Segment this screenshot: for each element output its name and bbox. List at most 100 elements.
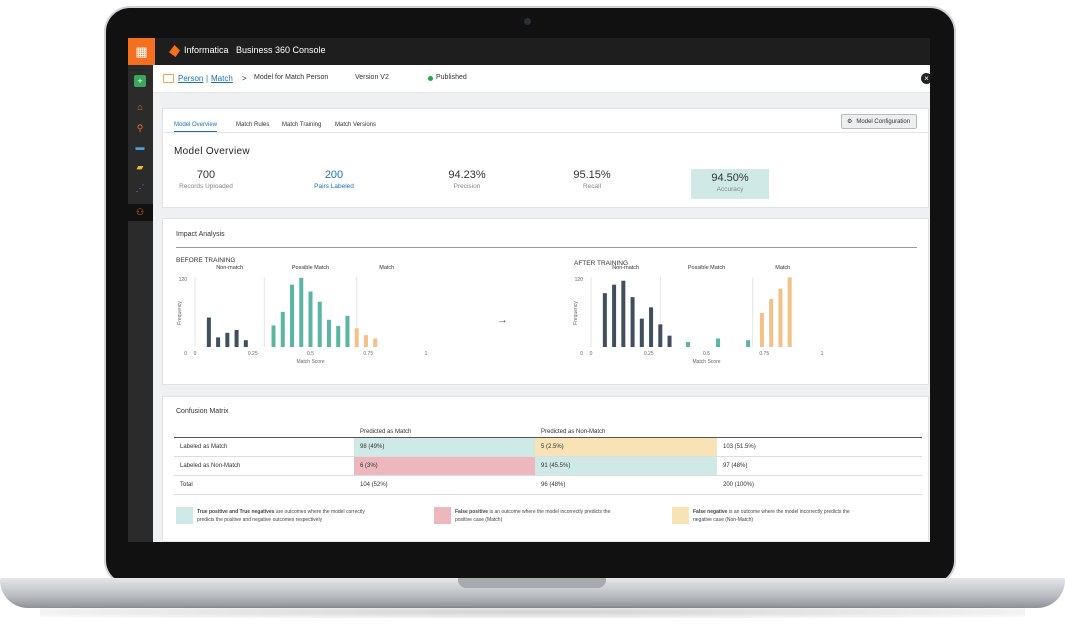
top-bar: ▦ Informatica Business 360 Console [128, 38, 930, 65]
metric-value: 94.23% [448, 169, 486, 181]
confusion-matrix-table: Predicted as Match Predicted as Non-Matc… [174, 427, 922, 495]
section-divider [176, 247, 917, 248]
plus-icon[interactable]: + [134, 75, 146, 87]
metric-label: Pairs Labeled [314, 183, 354, 190]
legend-false-positive: False positive is an outcome where the m… [455, 508, 625, 524]
legend-desc: is an outcome where the model incorrectl… [693, 509, 850, 523]
after-training-label: AFTER TRAINING [574, 260, 629, 267]
tab-match-training[interactable]: Match Training [282, 122, 322, 128]
search-icon[interactable]: ⚲ [136, 122, 144, 133]
model-overview-card: Model Overview Match Rules Match Trainin… [162, 108, 930, 208]
bar [778, 288, 783, 347]
x-axis-label: Match Score [296, 359, 324, 365]
breadcrumb: Person | Match > Model for Match Person … [153, 65, 930, 93]
bar [299, 277, 304, 347]
breadcrumb-person-link[interactable]: Person [178, 74, 204, 83]
y-tick-label: 0 [580, 351, 583, 357]
home-icon[interactable]: ⌂ [137, 102, 143, 112]
true-positive-cell: 98 (49%) [354, 437, 535, 457]
tab-match-versions[interactable]: Match Versions [335, 122, 377, 128]
bar [206, 317, 211, 347]
product-name: Business 360 Console [236, 45, 326, 55]
bar [290, 284, 295, 347]
table-row: Labeled as Match 98 (49%) 5 (2.5%) 103 (… [174, 437, 922, 457]
x-tick-label: 0.25 [644, 351, 654, 357]
metric-label: Accuracy [716, 186, 744, 193]
table-row: Total 104 (52%) 96 (48%) 200 (100%) [174, 475, 922, 495]
zone-label: Possible Match [688, 265, 725, 271]
bar [658, 324, 663, 347]
left-sidebar: + ⌂ ⚲ ▬ ▰ ⋰ ⚇ [128, 65, 153, 542]
app-switcher-button[interactable]: ▦ [128, 38, 155, 65]
legend-bold: True positive and True negatives [197, 509, 275, 515]
x-tick-label: 0.75 [363, 351, 373, 357]
tab-match-rules[interactable]: Match Rules [236, 122, 270, 128]
camera-dot [524, 18, 531, 25]
total-cell: 96 (48%) [535, 475, 717, 495]
metric-pairs-labeled[interactable]: 200 Pairs Labeled [295, 169, 373, 199]
bar [639, 318, 644, 347]
metric-label: Records Uploaded [179, 183, 233, 190]
zone-label: Non-match [612, 265, 639, 271]
legend-bold: False negative [693, 509, 728, 515]
y-tick-label: 0 [184, 351, 187, 357]
y-tick-label: 120 [575, 277, 584, 283]
false-positive-cell: 6 (3%) [354, 456, 535, 476]
x-tick-label: 0.5 [703, 351, 710, 357]
model-configuration-label: Model Configuration [856, 118, 911, 125]
inbox-icon[interactable]: ▬ [135, 142, 145, 152]
total-cell: 104 (52%) [354, 475, 535, 495]
confusion-matrix-title: Confusion Matrix [176, 408, 229, 415]
legend-desc: are outcomes where the model correctly p… [197, 509, 365, 523]
breadcrumb-match-link[interactable]: Match [211, 74, 233, 83]
metric-value: 95.15% [573, 169, 611, 181]
bar [234, 330, 239, 347]
bar [345, 315, 350, 347]
close-icon[interactable]: × [921, 73, 930, 84]
share-icon[interactable]: ⋰ [135, 182, 145, 193]
zone-label: Match [379, 265, 394, 271]
folder-icon[interactable]: ▰ [136, 161, 144, 172]
legend-swatch-false-negative [672, 507, 689, 524]
bar [363, 335, 368, 347]
legend-true-outcomes: True positive and True negatives are out… [197, 508, 367, 524]
metric-records-uploaded: 700 Records Uploaded [167, 169, 245, 199]
bar [336, 326, 341, 347]
brand-name: Informatica [184, 45, 229, 55]
bar [225, 332, 230, 347]
group-icon[interactable]: ⚇ [135, 206, 145, 217]
legend-swatch-false-positive [434, 507, 451, 524]
bar [759, 313, 764, 347]
version-label: Version V2 [355, 74, 389, 81]
gear-icon: ⚙ [847, 119, 853, 125]
bar [216, 337, 221, 347]
true-negative-cell: 91 (45.5%) [535, 456, 717, 476]
total-cell: 200 (100%) [717, 475, 922, 495]
metric-value: 700 [196, 169, 216, 181]
tab-model-overview[interactable]: Model Overview [174, 122, 218, 132]
confusion-matrix-card: Confusion Matrix Predicted as Match Pred… [162, 396, 929, 542]
false-negative-cell: 5 (2.5%) [535, 437, 717, 457]
arrow-right-icon: → [497, 314, 508, 326]
bar [354, 328, 359, 347]
header-empty [174, 427, 354, 438]
bar [317, 301, 322, 347]
row-label: Labeled as Non-Match [174, 456, 354, 476]
bar [621, 280, 626, 347]
breadcrumb-separator: | [206, 74, 209, 83]
x-tick-label: 0.25 [248, 351, 258, 357]
model-configuration-button[interactable]: ⚙ Model Configuration [841, 114, 917, 129]
model-icon [163, 74, 174, 83]
x-tick-label: 0 [590, 351, 593, 357]
zone-label: Match [775, 265, 790, 271]
breadcrumb-chevron: > [242, 74, 247, 83]
x-tick-label: 0.75 [759, 351, 769, 357]
y-axis-label: Frequency [573, 301, 579, 325]
row-total-cell: 97 (48%) [717, 456, 922, 476]
legend-desc: is an outcome where the model incorrectl… [455, 509, 611, 523]
bar [612, 284, 617, 347]
y-tick-label: 120 [179, 277, 188, 283]
bar [649, 307, 654, 347]
published-status-icon [428, 76, 433, 81]
